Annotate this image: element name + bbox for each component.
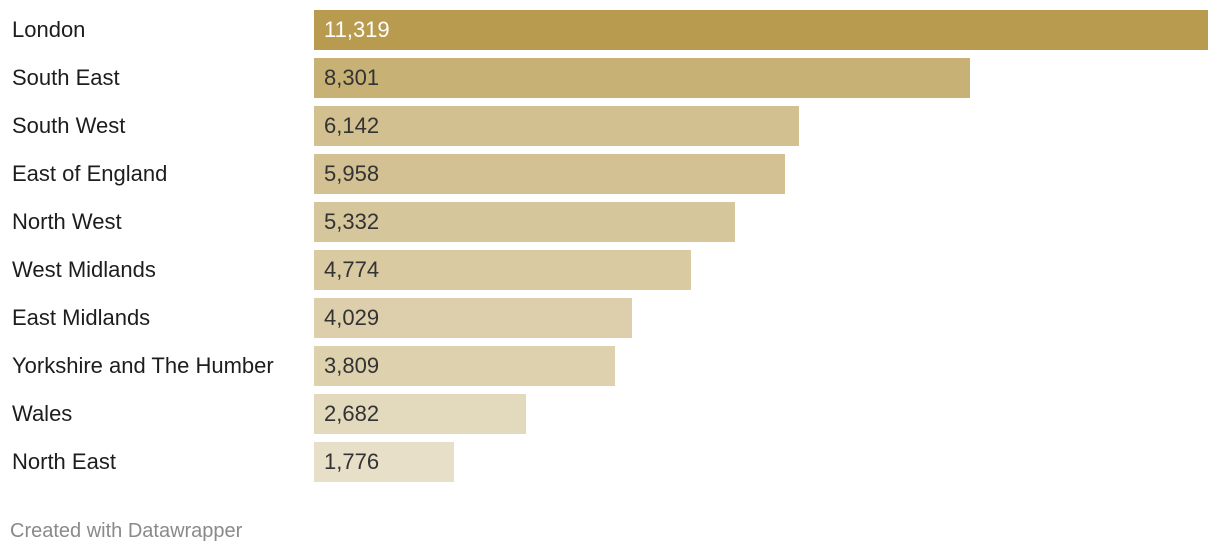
value-label: 2,682 xyxy=(324,401,380,426)
value-label: 3,809 xyxy=(324,353,380,378)
bar-row: North East 1,776 xyxy=(0,442,1220,482)
category-label: North West xyxy=(12,209,122,234)
bar xyxy=(314,298,632,338)
value-label: 6,142 xyxy=(324,113,380,138)
bar-row: South West 6,142 xyxy=(0,106,1220,146)
value-label: 5,958 xyxy=(324,161,380,186)
bar xyxy=(314,394,526,434)
category-label: North East xyxy=(12,449,116,474)
bar xyxy=(314,106,799,146)
bar-row: South East 8,301 xyxy=(0,58,1220,98)
bar-row: Wales 2,682 xyxy=(0,394,1220,434)
bar xyxy=(314,58,970,98)
bar xyxy=(314,154,785,194)
category-label: East Midlands xyxy=(12,305,151,330)
bar xyxy=(314,442,454,482)
bar xyxy=(314,202,735,242)
credit-footer: Created with Datawrapper xyxy=(10,520,243,542)
category-label: South East xyxy=(12,65,120,90)
bar xyxy=(314,346,615,386)
value-label: 8,301 xyxy=(324,65,380,90)
value-label: 11,319 xyxy=(324,17,390,42)
bar-row: West Midlands 4,774 xyxy=(0,250,1220,290)
bar-row: East Midlands 4,029 xyxy=(0,298,1220,338)
category-label: South West xyxy=(12,113,126,138)
value-label: 5,332 xyxy=(324,209,380,234)
category-label: Wales xyxy=(12,401,73,426)
bar-row: East of England 5,958 xyxy=(0,154,1220,194)
bar-chart: London 11,319 South East 8,301 South West 6,1… xyxy=(0,10,1220,482)
category-label: London xyxy=(12,17,86,42)
bar-row: North West 5,332 xyxy=(0,202,1220,242)
value-label: 1,776 xyxy=(324,449,380,474)
bar-row: London 11,319 xyxy=(0,10,1220,50)
bar-row: Yorkshire and The Humber 3,809 xyxy=(0,346,1220,386)
bar xyxy=(314,250,691,290)
category-label: East of England xyxy=(12,161,168,186)
value-label: 4,774 xyxy=(324,257,380,282)
value-label: 4,029 xyxy=(324,305,380,330)
category-label: Yorkshire and The Humber xyxy=(12,353,274,378)
bar xyxy=(314,10,1208,50)
category-label: West Midlands xyxy=(12,257,156,282)
